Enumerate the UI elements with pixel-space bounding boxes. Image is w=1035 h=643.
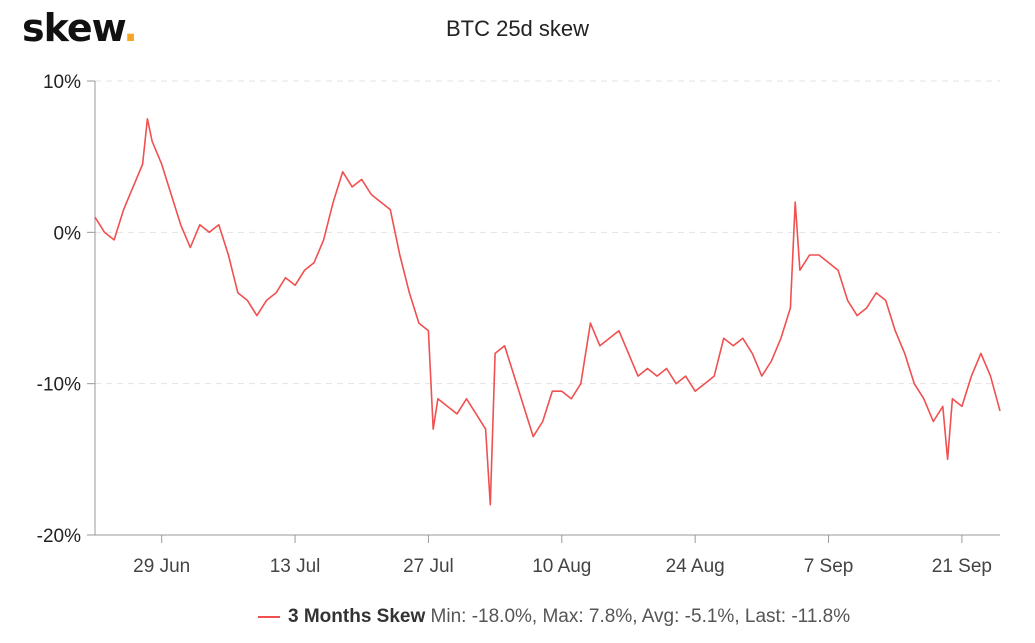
y-tick-label: -10% [37, 375, 81, 396]
x-tick-label: 13 Jul [270, 556, 321, 577]
x-tick-label: 27 Jul [403, 556, 454, 577]
skew-logo: skew. [22, 6, 138, 50]
legend-series-stats: Min: -18.0%, Max: 7.8%, Avg: -5.1%, Last… [430, 606, 851, 627]
x-tick-label: 29 Jun [133, 556, 190, 577]
y-tick-label: 0% [54, 223, 82, 244]
series-layer [94, 118, 1001, 506]
y-tick-label: 10% [43, 72, 81, 93]
y-tick-label: -20% [37, 526, 81, 547]
x-tick-label: 24 Aug [666, 556, 725, 577]
legend[interactable]: 3 Months Skew Min: -18.0%, Max: 7.8%, Av… [258, 606, 850, 628]
x-tick-label: 7 Sep [804, 556, 854, 577]
legend-series-name: 3 Months Skew [288, 606, 426, 627]
grid-lines [95, 80, 1000, 385]
legend-swatch [258, 615, 280, 618]
axes: 10% 0% -10% -20% 29 Jun 13 Jul 27 Jul 10 Aug 24 … [37, 72, 1000, 577]
series-line [94, 118, 1001, 506]
x-tick-label: 10 Aug [532, 556, 591, 577]
chart-title: BTC 25d skew [445, 16, 590, 41]
x-tick-label: 21 Sep [932, 556, 992, 577]
